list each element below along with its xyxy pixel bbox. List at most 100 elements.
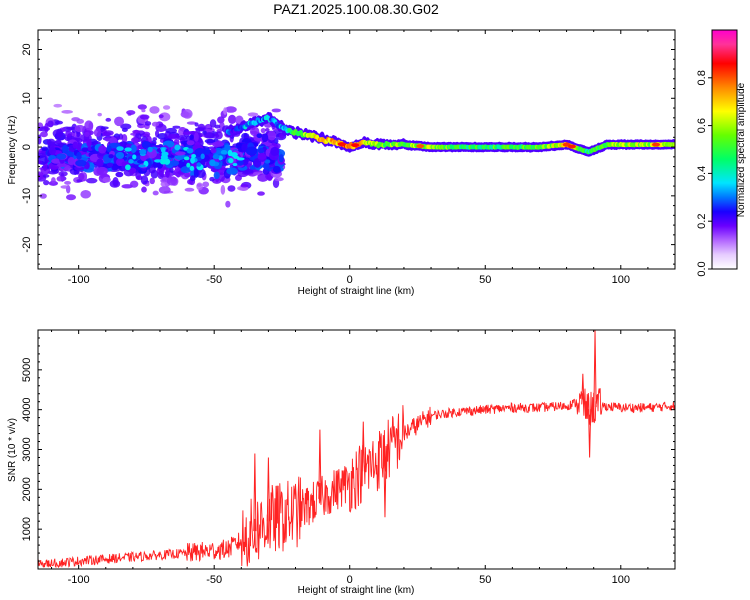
spectral-blob bbox=[182, 109, 193, 119]
y-tick-label: 3000 bbox=[21, 437, 33, 461]
spectral-blob bbox=[165, 168, 170, 178]
ridge-peak bbox=[652, 142, 661, 147]
spectral-blob bbox=[115, 171, 124, 178]
spectral-blob bbox=[271, 108, 281, 113]
spectral-blob bbox=[141, 108, 146, 113]
spectral-blob bbox=[227, 149, 233, 157]
spectral-blob bbox=[274, 177, 284, 182]
colorbar-tick-label: 0.6 bbox=[696, 118, 708, 133]
spectral-blob bbox=[228, 157, 234, 164]
spectral-blob bbox=[65, 130, 72, 138]
spectral-blob bbox=[241, 143, 248, 152]
spectral-blob bbox=[147, 146, 153, 153]
spectral-blob bbox=[149, 106, 160, 114]
spectral-blob bbox=[151, 121, 160, 127]
spectral-blob bbox=[51, 177, 56, 184]
spectral-blob bbox=[200, 153, 205, 160]
spectral-blob bbox=[100, 126, 109, 130]
spectral-blob bbox=[265, 127, 270, 132]
spectral-blob bbox=[217, 116, 225, 124]
spectral-blob bbox=[220, 184, 226, 195]
spectral-blob bbox=[74, 124, 85, 133]
spectral-blob bbox=[121, 184, 133, 189]
spectral-blob bbox=[152, 137, 158, 141]
spectral-blob bbox=[249, 126, 260, 137]
colorbar-tick-label: 0.4 bbox=[696, 166, 708, 181]
spectral-blob bbox=[71, 123, 78, 134]
spectral-blob bbox=[197, 132, 204, 138]
snr-spike bbox=[383, 453, 387, 518]
x-tick-label: -50 bbox=[206, 574, 222, 586]
spectral-blob bbox=[84, 131, 90, 137]
spectral-blob bbox=[116, 146, 124, 151]
spectral-blob bbox=[174, 144, 181, 151]
spectral-blob bbox=[249, 165, 256, 170]
spectral-blob bbox=[172, 125, 181, 129]
snr-spike bbox=[361, 421, 365, 472]
spectral-blob bbox=[111, 165, 119, 171]
ridge-peak bbox=[416, 144, 425, 149]
spectral-blob bbox=[139, 114, 150, 120]
spectral-blob bbox=[124, 164, 131, 171]
spectral-blob bbox=[106, 145, 112, 153]
x-tick-label: 50 bbox=[479, 574, 491, 586]
x-tick-label: 0 bbox=[347, 274, 353, 286]
spectral-blob bbox=[47, 120, 54, 128]
colorbar-gradient bbox=[711, 29, 738, 270]
snr-ticks: -100 -50 0 50 100 1000 2000 3000 4000 5000 bbox=[21, 330, 676, 586]
snr-ylabel: SNR (10 * v/v) bbox=[7, 418, 18, 482]
spectral-blob bbox=[120, 123, 132, 130]
spectral-blob bbox=[196, 162, 202, 167]
snr-line bbox=[38, 388, 675, 569]
spectral-blob bbox=[235, 142, 243, 149]
spectral-blob bbox=[182, 131, 192, 136]
spectral-blob bbox=[232, 163, 238, 167]
spectral-blob bbox=[257, 173, 269, 182]
spectral-blob bbox=[126, 110, 136, 115]
spectrogram-marks bbox=[38, 103, 675, 208]
spectral-blob bbox=[167, 133, 180, 140]
spectral-blob bbox=[199, 158, 206, 166]
spectral-blob bbox=[49, 146, 56, 156]
colorbar-tick-label: 0.0 bbox=[696, 261, 708, 276]
spectral-blob bbox=[223, 107, 228, 115]
y-tick-label: 0 bbox=[21, 144, 33, 150]
spectral-blob bbox=[58, 171, 68, 177]
spectral-blob bbox=[67, 157, 75, 166]
spectral-blob bbox=[256, 133, 263, 139]
spectral-blob bbox=[85, 177, 98, 184]
spectral-blob bbox=[160, 181, 168, 187]
spectral-blob bbox=[102, 176, 111, 183]
spectral-blob bbox=[144, 121, 152, 126]
y-tick-label: 2000 bbox=[21, 477, 33, 501]
spectral-blob bbox=[96, 166, 108, 176]
spectral-blob bbox=[93, 128, 102, 137]
spectral-blob bbox=[97, 112, 102, 117]
y-tick-label: 5000 bbox=[21, 358, 33, 382]
snr-marks bbox=[38, 330, 675, 569]
spectral-blob bbox=[230, 152, 238, 158]
spectral-blob bbox=[81, 147, 89, 153]
spectral-blob bbox=[272, 165, 281, 173]
spectral-blob bbox=[154, 159, 162, 163]
spectral-blob bbox=[78, 173, 85, 181]
spectral-blob bbox=[156, 166, 165, 176]
spectral-blob bbox=[98, 145, 107, 154]
snr-spike bbox=[266, 457, 270, 522]
spectral-blob bbox=[206, 125, 211, 129]
y-tick-label: -20 bbox=[21, 237, 33, 253]
spectral-blob bbox=[202, 181, 210, 188]
spectral-blob bbox=[234, 174, 242, 181]
spectral-blob bbox=[193, 168, 199, 178]
spectral-blob bbox=[267, 130, 277, 141]
spectral-blob bbox=[60, 185, 70, 189]
snr-xlabel: Height of straight line (km) bbox=[298, 585, 415, 596]
spectral-blob bbox=[132, 154, 137, 160]
spectral-blob bbox=[75, 159, 87, 167]
x-tick-label: 100 bbox=[612, 574, 630, 586]
spectral-blob bbox=[186, 140, 195, 146]
spectral-blob bbox=[278, 154, 284, 163]
